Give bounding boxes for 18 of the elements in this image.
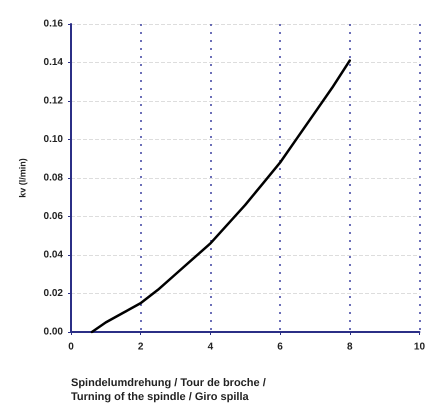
y-tick-label: 0.00: [44, 326, 64, 338]
y-tick-label: 0.02: [44, 288, 64, 299]
x-tick-label: 8: [346, 342, 353, 352]
x-tick-label: 0: [68, 342, 74, 352]
y-axis-title: kv (l/min): [18, 158, 28, 198]
y-tick-label: 0.04: [44, 250, 64, 260]
x-tick-label: 2: [138, 342, 144, 352]
x-tick-label: 10: [414, 342, 426, 352]
y-tick-label: 0.10: [44, 134, 64, 145]
x-axis-title: Spindelumdrehung / Tour de broche / Turning of the spindle / Giro spilla: [71, 377, 266, 403]
y-tick-label: 0.16: [44, 18, 64, 30]
x-tick-label: 4: [208, 342, 214, 352]
y-tick-label: 0.12: [44, 96, 64, 106]
y-tick-label: 0.08: [44, 172, 64, 184]
y-tick-label: 0.14: [44, 57, 64, 68]
line-series: [90, 59, 351, 334]
x-tick-label: 6: [277, 342, 284, 352]
y-tick-label: 0.06: [44, 211, 64, 222]
